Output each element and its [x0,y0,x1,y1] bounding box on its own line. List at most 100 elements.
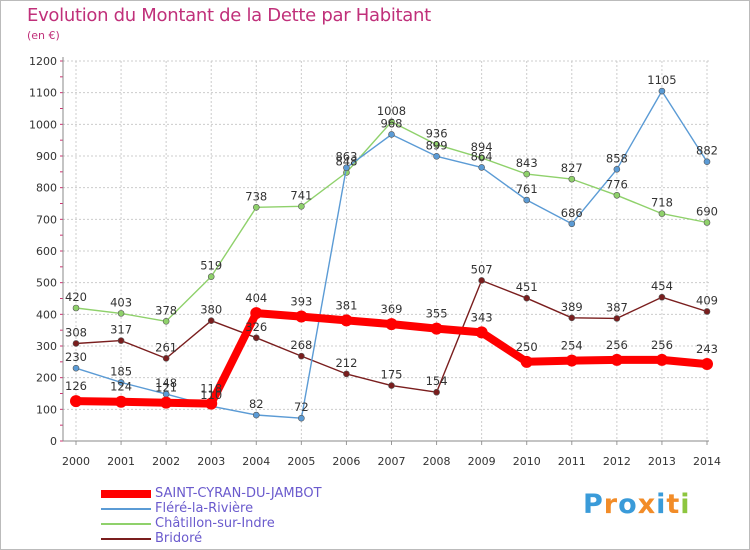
data-point [703,219,711,226]
logo-letter: P [583,489,604,520]
data-point [343,370,350,378]
data-label: 154 [426,374,448,388]
data-point [568,175,576,183]
data-label: 519 [200,259,222,273]
y-tick-label: 500 [36,277,57,290]
data-label: 738 [245,189,267,203]
data-label: 326 [245,320,267,334]
data-point [433,141,440,148]
x-tick-label: 2001 [107,455,135,468]
data-label: 420 [65,290,87,304]
data-point [703,308,711,315]
x-tick-label: 2008 [423,455,451,468]
data-label: 250 [516,340,538,354]
data-label: 863 [335,150,357,164]
logo-letter: i [656,489,667,520]
y-tick-label: 1000 [29,118,57,131]
data-point [295,310,308,323]
data-label: 118 [200,382,222,396]
data-label: 848 [335,154,357,168]
data-point [658,210,666,217]
data-point [568,314,576,322]
logo-letter: i [680,489,691,520]
data-point [343,164,350,172]
data-label: 403 [110,295,132,309]
axes: 0 100 200 300 400 500 600 700 800 900 1000 1100 1200… [29,55,721,468]
data-label: 212 [335,356,357,370]
data-label: 256 [606,338,628,352]
data-label: 175 [381,368,403,382]
y-tick-label: 1200 [29,55,57,68]
data-point [655,353,668,366]
data-point [478,277,485,284]
data-label: 1008 [377,104,406,118]
data-label: 148 [155,376,177,390]
data-label: 827 [561,161,583,175]
data-point [658,293,666,301]
logo-letter: o [618,489,638,520]
data-label: 454 [651,279,673,293]
data-labels: 126 124 121 118 404 393 381 369 355 343 250 254 256 2… [65,73,718,414]
data-point [252,334,260,342]
data-label: 243 [696,342,718,356]
data-point [613,315,621,322]
data-point [523,196,531,204]
data-label: 124 [110,380,132,394]
data-point [433,388,440,396]
x-tick-label: 2009 [468,455,496,468]
x-tick-label: 2002 [152,455,180,468]
legend-swatch [101,538,151,540]
data-label: 409 [696,293,718,307]
data-point [388,382,395,389]
data-label: 741 [290,188,312,202]
data-point [478,164,485,171]
data-point [613,166,621,173]
data-label: 268 [290,338,312,352]
data-point [117,379,125,386]
x-tick-label: 2010 [513,455,541,468]
data-point [388,131,395,138]
data-label: 256 [651,338,673,352]
y-tick-label: 0 [50,435,57,448]
data-label: 393 [290,295,312,309]
data-label: 404 [245,291,267,305]
data-label: 261 [155,340,177,354]
logo-letter: x [637,489,657,520]
data-label: 254 [561,339,583,353]
y-tick-label: 800 [36,182,57,195]
legend-swatch [101,490,151,498]
legend-label: Fléré-la-Rivière [155,501,254,516]
data-label: 387 [606,300,628,314]
data-point [520,355,533,368]
proxiti-logo: Proxiti [583,489,691,520]
data-point [72,364,80,372]
data-label: 761 [516,182,538,196]
grid [63,60,709,442]
x-tick-label: 2004 [242,455,270,468]
data-point [298,352,305,360]
data-point [207,273,215,280]
data-point [565,354,578,367]
data-label: 1105 [647,73,676,87]
data-point [162,355,170,362]
logo-letter: t [666,489,681,520]
x-tick-label: 2011 [558,455,586,468]
x-tick-label: 2000 [62,455,90,468]
data-label: 381 [335,298,357,312]
data-label: 230 [65,350,87,364]
legend-label: Bridoré [155,531,203,546]
data-point [613,191,621,199]
y-tick-label: 200 [36,372,57,385]
data-label: 72 [294,400,309,414]
data-label: 968 [381,116,403,130]
data-point [658,87,666,95]
data-point [298,203,305,210]
data-point [162,317,170,325]
data-label: 82 [249,397,264,411]
data-label: 776 [606,177,628,191]
x-tick-label: 2006 [332,455,360,468]
x-tick-label: 2005 [287,455,315,468]
legend-label: SAINT-CYRAN-DU-JAMBOT [155,486,322,501]
